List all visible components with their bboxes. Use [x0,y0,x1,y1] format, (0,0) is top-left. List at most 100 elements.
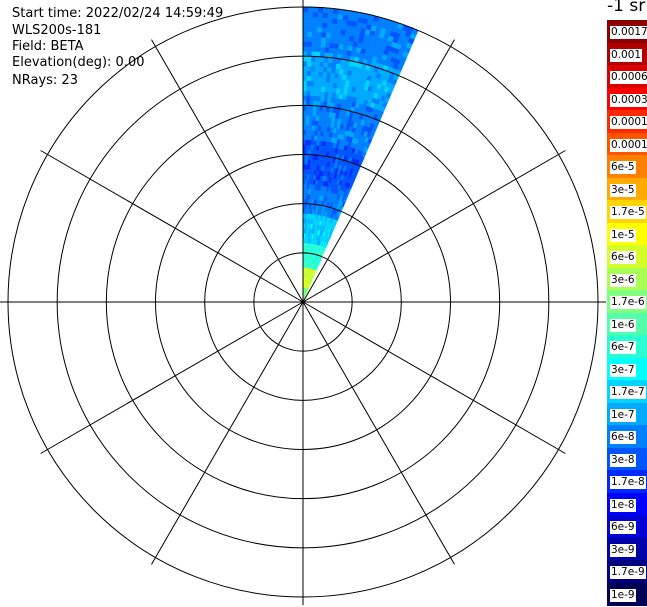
sector-cell [317,81,323,87]
sector-cell [320,41,326,48]
sector-cell [302,46,308,52]
sector-cell [302,105,307,111]
sector-cell [309,90,315,96]
colorbar-tick-label: 1.7e-9 [610,566,646,579]
sector-cell [311,56,317,62]
sector-cell [304,173,308,180]
sector-cell [326,22,333,29]
sector-cell [312,16,319,23]
polar-plot [0,0,606,605]
colorbar-tick-label: 1.7e-5 [610,206,646,219]
colorbar-tick-label: 3e-8 [610,453,636,467]
sector-cell [320,36,327,43]
colorbar-tick-label: 3e-5 [610,183,636,197]
sector-cell [331,27,337,34]
sector-cell [314,75,319,82]
sector-cell [321,81,327,88]
colorbar-tick-label: 0.0006 [610,71,647,84]
sector-cell [307,55,312,62]
sector-cell [324,47,330,53]
sector-cell [327,17,334,24]
sector-cell [306,80,311,87]
sector-cell [306,110,310,116]
sector-cell [305,164,309,170]
colorbar-tick-label: 0.00017 [610,116,647,129]
sector-cell [313,100,318,107]
sector-cell [321,22,328,28]
sector-cell [309,95,315,101]
sector-cell [310,80,315,87]
sector-cell [312,21,318,28]
sector-cell [305,119,310,126]
sector-cell [307,149,312,155]
sector-cell [325,32,332,39]
azimuth-spoke [302,301,566,454]
sector-cell [311,125,316,131]
sector-cell [302,85,307,91]
sector-cell [342,14,349,21]
sector-cell [306,90,311,96]
sector-cell [315,56,321,62]
colorbar-tick-label: 1e-5 [610,228,636,242]
sector-cell [312,110,317,116]
colorbar-unit: -1 sr [607,0,646,16]
sector-cell [305,144,309,150]
colorbar-tick-label: 1e-9 [610,588,636,602]
sector-cell [330,32,337,39]
sector-cell [312,115,317,121]
sector-cell [315,51,321,57]
sector-cell [305,114,310,121]
azimuth-spoke [302,39,455,303]
sector-cell [330,37,336,44]
sector-cell [318,66,324,73]
sector-cell [322,66,328,73]
sector-cell [307,31,313,37]
sector-cell [302,55,308,62]
sector-cell [321,32,327,38]
sector-cell [302,6,309,13]
sector-cell [302,110,307,116]
sector-cell [309,115,313,121]
sector-cell [306,60,312,67]
sector-cell [310,65,316,72]
sector-cell [302,65,308,72]
sector-cell [305,139,309,145]
sector-cell [315,61,321,67]
sector-cell [308,119,313,126]
start-time-text: Start time: 2022/02/24 14:59:49 [12,6,224,21]
sector-cell [337,13,344,20]
sector-cell [305,134,310,141]
sector-cell [318,76,323,82]
sector-cell [332,18,338,25]
sector-cell [305,149,309,155]
sector-cell [309,110,314,116]
sector-cell [308,139,312,146]
sector-cell [322,17,329,24]
polar-grid [0,0,606,605]
sector-cell [312,6,319,13]
sector-cell [310,85,315,92]
sector-cell [336,18,343,25]
sector-cell [319,61,325,68]
colorbar-tick-label: 3e-9 [610,543,636,557]
sector-cell [306,105,311,111]
sector-cell [302,36,308,42]
sector-cell [302,11,309,18]
sector-cell [302,21,309,27]
sector-cell [306,95,311,101]
colorbar-tick-label: 0.0001 [610,138,647,152]
field-text: Field: BETA [12,39,84,54]
sector-cell [312,31,318,38]
sector-cell [302,26,309,32]
sector-cell [305,124,310,131]
sector-cell [319,56,325,63]
sector-cell [313,85,319,92]
sector-cell [327,62,333,68]
sector-cell [315,46,322,53]
colorbar-tick-label: 1e-6 [610,318,636,332]
colorbar: 0.0017 0.001 0.0006 0.0003 0.00017 0.0001 6e-5… [607,20,647,607]
instrument-text: WLS200s-181 [12,23,102,38]
colorbar-tick-label: 1.7e-8 [610,476,646,489]
sector-cell [306,85,311,91]
sector-cell [313,90,318,97]
